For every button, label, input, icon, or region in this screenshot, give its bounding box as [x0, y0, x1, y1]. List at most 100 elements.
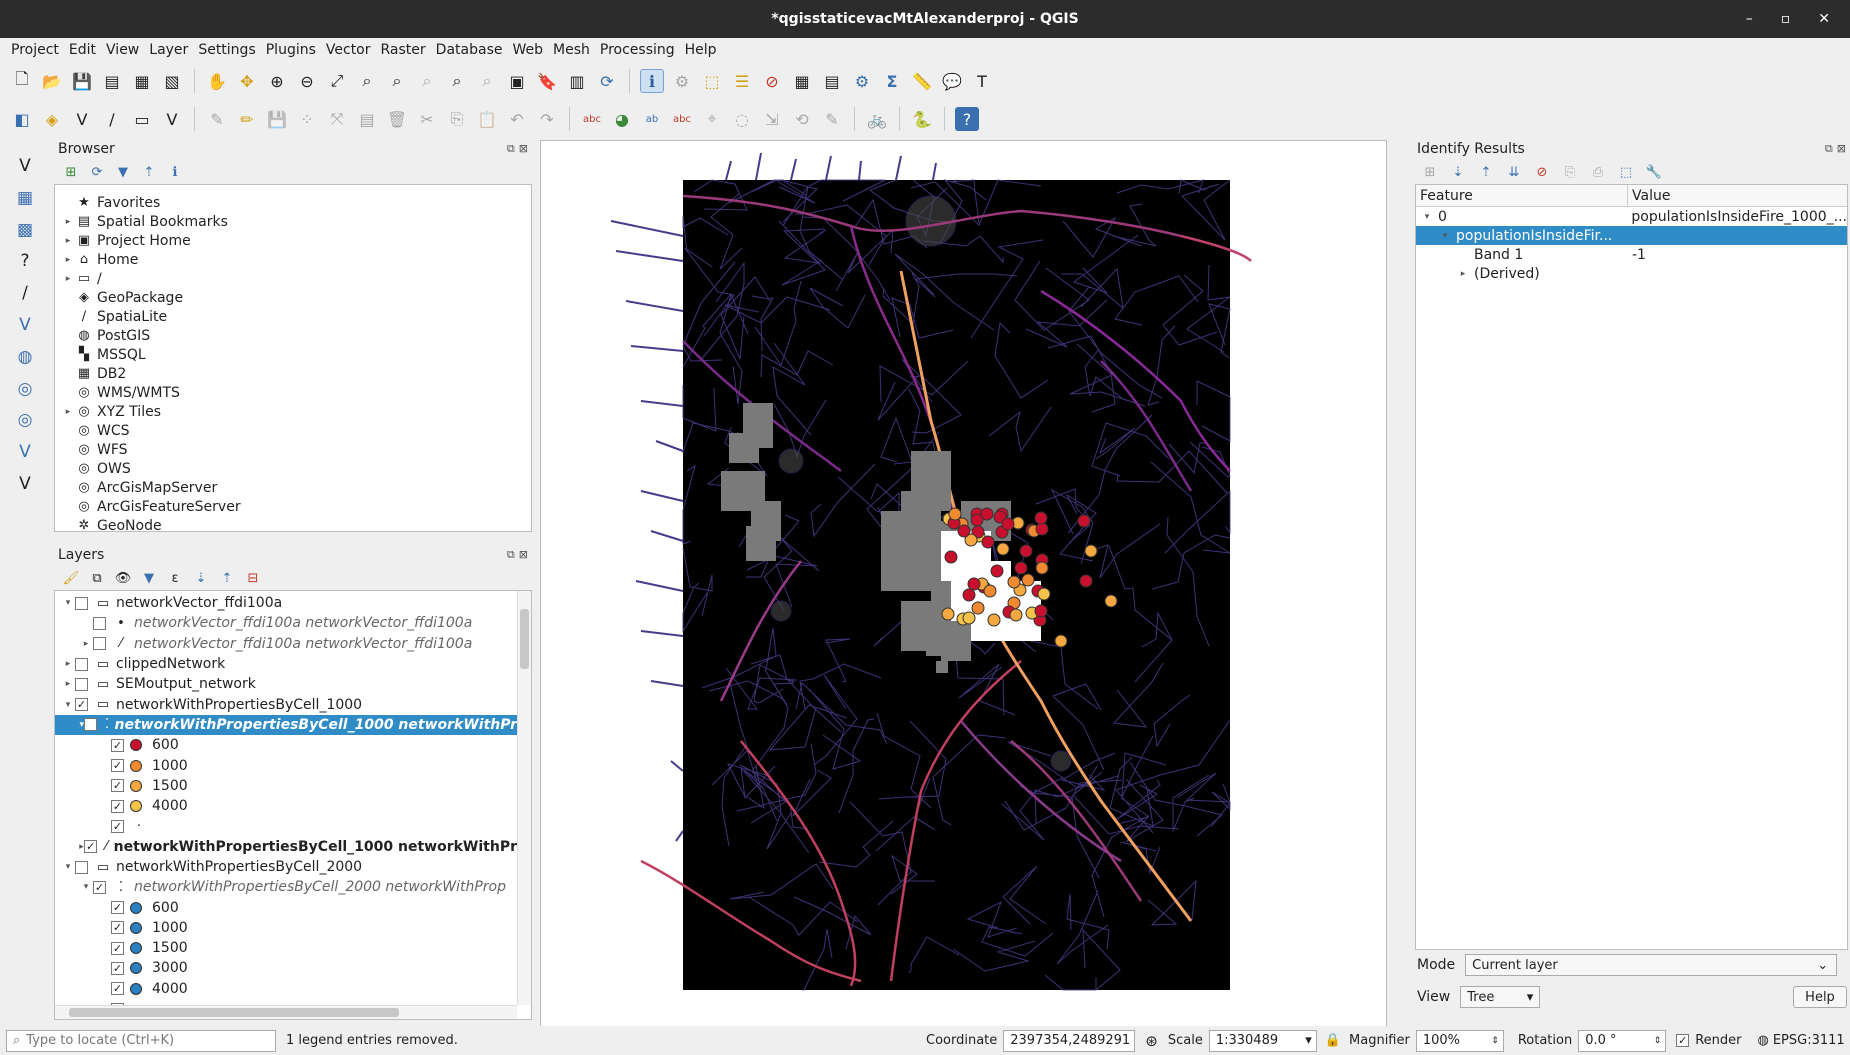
- identify-row[interactable]: ▸ (Derived): [1416, 264, 1847, 283]
- new-bookmark-icon[interactable]: 🔖: [537, 71, 557, 91]
- layer-row[interactable]: ▾ ✓ ⁚ networkWithPropertiesByCell_1000 n…: [55, 714, 517, 736]
- vertex-tool-icon[interactable]: ⤧: [330, 109, 344, 128]
- print-response-icon[interactable]: ⎙: [1592, 164, 1604, 180]
- help-contents-icon[interactable]: ?: [955, 107, 979, 131]
- menu-project[interactable]: Project: [11, 42, 59, 58]
- zoom-native-icon[interactable]: ⌕: [422, 71, 432, 90]
- new-spatialite-layer-icon[interactable]: ∕: [109, 109, 115, 129]
- layers-vscrollbar[interactable]: [517, 591, 531, 1005]
- layer-row[interactable]: ▾ ✓ ⁚ networkWithPropertiesByCell_2000 n…: [55, 877, 517, 897]
- paste-features-icon[interactable]: 📋: [477, 109, 497, 129]
- layer-row[interactable]: ▾ ✓ ▭ networkWithPropertiesByCell_1000: [55, 694, 517, 714]
- layer-row[interactable]: ✓ 600: [55, 735, 517, 755]
- browser-item[interactable]: ◎ OWS: [55, 459, 531, 478]
- layer-visibility-checkbox[interactable]: ✓: [111, 921, 124, 935]
- menu-settings[interactable]: Settings: [198, 42, 256, 58]
- new-vector-layer-icon[interactable]: V: [19, 474, 31, 495]
- filter-by-expression-icon[interactable]: ε: [171, 570, 179, 586]
- style-manager-icon[interactable]: ▧: [164, 71, 180, 91]
- browser-item[interactable]: ◎ ArcGisMapServer: [55, 478, 531, 497]
- layer-visibility-checkbox[interactable]: ✓: [111, 961, 124, 975]
- expand-all-icon[interactable]: ⇣: [195, 570, 207, 586]
- manage-map-themes-icon[interactable]: 👁: [114, 570, 132, 586]
- layer-row[interactable]: ✓ 1500: [55, 776, 517, 796]
- browser-item[interactable]: ∕ SpatiaLite: [55, 307, 531, 326]
- menu-vector[interactable]: Vector: [325, 42, 371, 58]
- expand-all-results-icon[interactable]: ⇣: [1452, 164, 1464, 180]
- map-tips-icon[interactable]: 💬: [942, 71, 962, 91]
- expand-new-results-icon[interactable]: ⇊: [1508, 164, 1520, 180]
- menu-help[interactable]: Help: [684, 42, 717, 58]
- identify-row[interactable]: Band 1 -1: [1416, 245, 1847, 264]
- refresh-browser-icon[interactable]: ⟳: [91, 164, 103, 180]
- layer-visibility-checkbox[interactable]: ✓: [111, 779, 124, 793]
- action-icon[interactable]: ⚙: [674, 71, 690, 91]
- minimize-icon[interactable]: –: [1745, 11, 1753, 27]
- identify-row[interactable]: ▾ 0 populationIsInsideFire_1000_...: [1416, 207, 1847, 226]
- expand-arrow-icon[interactable]: ▾: [65, 598, 71, 609]
- crs-button[interactable]: EPSG:3111: [1772, 1033, 1845, 1048]
- close-panel-icon[interactable]: ⊠: [518, 142, 528, 155]
- layout-manager-icon[interactable]: ▦: [134, 71, 150, 91]
- layer-row[interactable]: ✓ 4000: [55, 979, 517, 999]
- new-map-view-icon[interactable]: ▣: [509, 71, 525, 91]
- expand-arrow-icon[interactable]: ▸: [1460, 268, 1466, 279]
- measure-icon[interactable]: 📏: [912, 71, 932, 91]
- rotation-spinbox[interactable]: 0.0 ° ⇕: [1578, 1029, 1667, 1052]
- zoom-in-icon[interactable]: ⊕: [270, 71, 284, 91]
- browser-item[interactable]: ▸ ⌂ Home: [55, 250, 531, 269]
- identify-features-icon[interactable]: ℹ: [640, 69, 664, 93]
- layer-row[interactable]: ✓ 4000: [55, 796, 517, 816]
- expand-arrow-icon[interactable]: ▾: [1442, 230, 1448, 241]
- menu-mesh[interactable]: Mesh: [553, 42, 590, 58]
- change-label-icon[interactable]: ✎: [825, 109, 839, 129]
- zoom-last-icon[interactable]: ⌕: [452, 71, 462, 90]
- help-button[interactable]: Help: [1793, 986, 1847, 1008]
- select-by-value-icon[interactable]: ☰: [734, 71, 750, 91]
- layer-row[interactable]: ▸ ✓ ⁄ networkWithPropertiesByCell_1000 n…: [55, 837, 517, 857]
- layer-row[interactable]: ▸ ▭ SEMoutput_network: [55, 674, 517, 694]
- expand-arrow-icon[interactable]: ▾: [83, 882, 89, 893]
- expand-arrow-icon[interactable]: ▸: [65, 235, 71, 246]
- toggle-extents-icon[interactable]: ⊛: [1145, 1031, 1158, 1050]
- layer-visibility-checkbox[interactable]: [75, 657, 88, 671]
- layer-visibility-checkbox[interactable]: ✓: [111, 738, 124, 752]
- add-wms-layer-icon[interactable]: ◎: [17, 378, 33, 399]
- scale-combo[interactable]: 1:330489 ▾: [1208, 1029, 1317, 1052]
- cut-features-icon[interactable]: ✂: [420, 109, 434, 129]
- browser-item[interactable]: ◈ GeoPackage: [55, 288, 531, 307]
- add-feature-icon[interactable]: ⁘: [300, 109, 314, 129]
- layer-visibility-checkbox[interactable]: [75, 596, 88, 610]
- layer-row[interactable]: ✓ ·: [55, 816, 517, 836]
- float-icon[interactable]: ⧉: [1824, 142, 1833, 155]
- expand-arrow-icon[interactable]: ▸: [65, 679, 71, 690]
- add-vector-layer-icon[interactable]: V: [19, 155, 31, 176]
- add-postgis-layer-icon[interactable]: ◍: [17, 346, 33, 367]
- browser-item[interactable]: ◎ WFS: [55, 440, 531, 459]
- open-layer-styling-icon[interactable]: 🖌: [62, 570, 80, 586]
- layer-visibility-checkbox[interactable]: ✓: [75, 698, 88, 712]
- expand-arrow-icon[interactable]: ▾: [65, 699, 71, 710]
- close-icon[interactable]: ✕: [1818, 11, 1830, 27]
- add-virtual-layer-icon[interactable]: V: [19, 314, 31, 335]
- open-project-icon[interactable]: 📂: [42, 71, 62, 91]
- add-spatialite-layer-icon[interactable]: ∕: [22, 283, 28, 304]
- toggle-editing-icon[interactable]: ✏: [240, 109, 254, 129]
- add-mesh-layer-icon[interactable]: ▩: [16, 219, 34, 240]
- expand-arrow-icon[interactable]: ▸: [79, 841, 84, 852]
- hscroll-thumb[interactable]: [69, 1008, 399, 1017]
- browser-item[interactable]: ▚ MSSQL: [55, 345, 531, 364]
- modify-attributes-icon[interactable]: ▤: [359, 109, 375, 129]
- new-temporary-layer-icon[interactable]: ▭: [134, 109, 150, 129]
- python-console-icon[interactable]: 🐍: [912, 109, 932, 129]
- close-panel-icon[interactable]: ⊠: [518, 548, 528, 561]
- layer-visibility-checkbox[interactable]: ✓: [111, 759, 124, 773]
- layer-visibility-checkbox[interactable]: ✓: [84, 718, 98, 732]
- browser-item[interactable]: ▸ ▤ Spatial Bookmarks: [55, 212, 531, 231]
- undo-icon[interactable]: ↶: [510, 109, 524, 129]
- expand-arrow-icon[interactable]: ▸: [65, 273, 71, 284]
- layer-visibility-checkbox[interactable]: ✓: [111, 982, 124, 996]
- browser-item[interactable]: ▸ ◎ XYZ Tiles: [55, 402, 531, 421]
- menu-raster[interactable]: Raster: [380, 42, 426, 58]
- layer-visibility-checkbox[interactable]: [93, 637, 106, 651]
